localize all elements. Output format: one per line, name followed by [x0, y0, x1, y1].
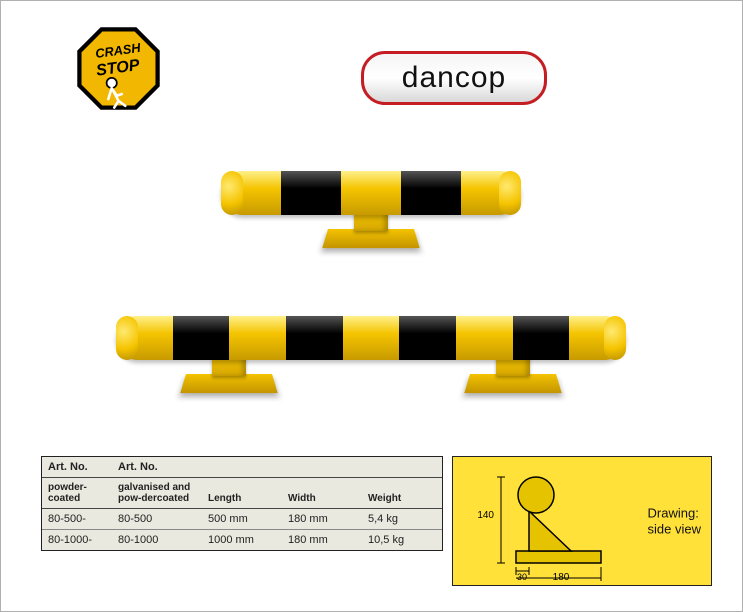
product-image-area	[101, 156, 641, 416]
col-subheader: galvanised and pow-dercoated	[112, 478, 202, 508]
col-header: Art. No.	[112, 457, 202, 477]
table-subheader-row: powder- coated galvanised and pow-dercoa…	[42, 478, 442, 509]
cell: 10,5 kg	[362, 530, 442, 550]
table-row: 80-500- 80-500 500 mm 180 mm 5,4 kg	[42, 509, 442, 530]
drawing-label: Drawing: side view	[648, 505, 701, 536]
cell: 180 mm	[282, 509, 362, 529]
cell: 80-1000	[112, 530, 202, 550]
cell: 80-500	[112, 509, 202, 529]
col-subheader: Width	[282, 489, 362, 508]
col-subheader: Length	[202, 489, 282, 508]
dim-depth: 30	[517, 572, 527, 581]
col-subheader: Weight	[362, 489, 442, 508]
cell: 80-500-	[42, 509, 112, 529]
cell: 180 mm	[282, 530, 362, 550]
cell: 5,4 kg	[362, 509, 442, 529]
dancop-logo: dancop	[361, 51, 547, 105]
table-header-row: Art. No. Art. No.	[42, 457, 442, 478]
col-header: Art. No.	[42, 457, 112, 477]
barrier-short	[221, 171, 521, 261]
crashstop-logo: CRASH STOP	[76, 26, 161, 111]
table-row: 80-1000- 80-1000 1000 mm 180 mm 10,5 kg	[42, 530, 442, 550]
barrier-tube	[116, 316, 626, 360]
side-view-drawing: 140 30 180	[461, 463, 631, 581]
dim-width: 180	[553, 572, 570, 581]
dim-height: 140	[477, 510, 494, 521]
dancop-text: dancop	[402, 61, 506, 95]
cell: 1000 mm	[202, 530, 282, 550]
spec-table: Art. No. Art. No. powder- coated galvani…	[41, 456, 443, 551]
col-subheader: powder- coated	[42, 478, 112, 508]
barrier-long	[116, 316, 626, 406]
barrier-tube	[221, 171, 521, 215]
drawing-box: 140 30 180 Drawing: side view	[452, 456, 712, 586]
cell: 500 mm	[202, 509, 282, 529]
cell: 80-1000-	[42, 530, 112, 550]
